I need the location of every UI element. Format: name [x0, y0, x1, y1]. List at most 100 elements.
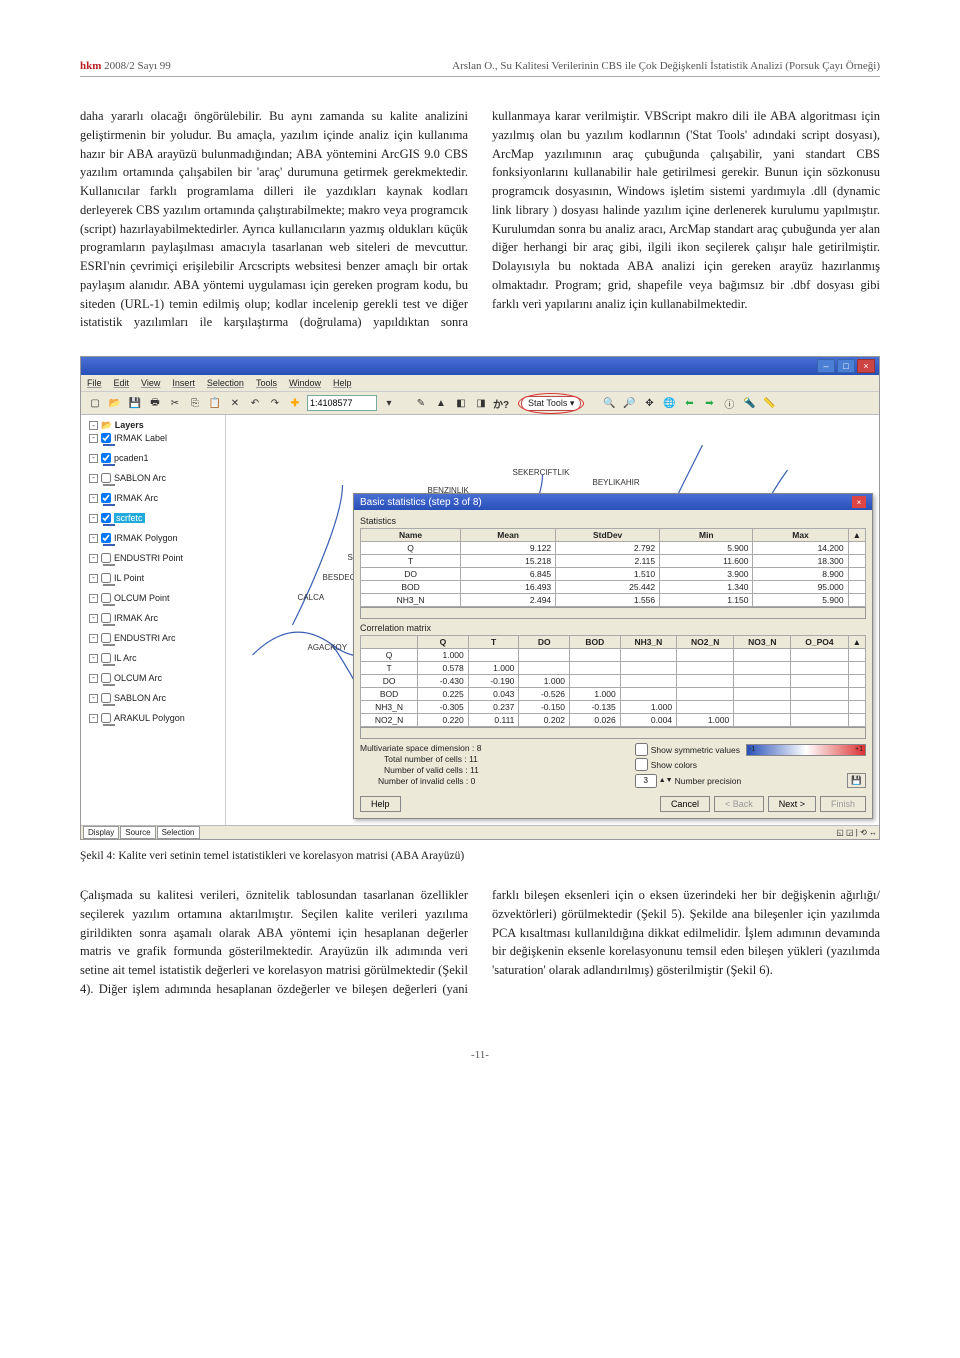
- paragraph: Çalışmada su kalitesi verileri, özniteli…: [80, 886, 880, 999]
- page-header: hkm 2008/2 Sayı 99 Arslan O., Su Kalites…: [80, 60, 880, 72]
- layer-row[interactable]: - IRMAK Arc: [85, 492, 221, 504]
- scrollbar[interactable]: [360, 727, 866, 739]
- new-icon[interactable]: ▢: [87, 395, 103, 411]
- window-titlebar: – □ ×: [81, 357, 879, 375]
- next-button[interactable]: Next >: [768, 796, 816, 812]
- open-icon[interactable]: 📂: [107, 395, 123, 411]
- toc-tab-source[interactable]: Source: [120, 826, 155, 839]
- table-of-contents: - 📂 Layers- IRMAK Label - pcaden1 - SABLON…: [81, 415, 226, 825]
- toc-root[interactable]: - 📂 Layers: [85, 419, 221, 432]
- editor-icon[interactable]: ✎: [413, 395, 429, 411]
- fwd-icon[interactable]: ➡: [701, 395, 717, 411]
- toc-tabs: DisplaySourceSelection ◱ ◲ | ⟲ ↔: [81, 825, 879, 839]
- stats-section-label: Statistics: [360, 516, 866, 526]
- layer-row[interactable]: - scrfetc: [85, 512, 221, 524]
- body-text-lower: Çalışmada su kalitesi verileri, özniteli…: [80, 886, 880, 999]
- layer-row[interactable]: - IRMAK Polygon: [85, 532, 221, 544]
- layer-row[interactable]: - IRMAK Arc: [85, 612, 221, 624]
- article-title-running: Arslan O., Su Kalitesi Verilerinin CBS i…: [452, 60, 880, 72]
- show-colors-checkbox[interactable]: [635, 758, 648, 771]
- map-view[interactable]: SEKERCIFTLIK BEYLIKAHIR BENZINLIK YUNUSE…: [226, 415, 879, 825]
- close-button[interactable]: ×: [857, 359, 875, 373]
- maximize-button[interactable]: □: [837, 359, 855, 373]
- back-icon[interactable]: ⬅: [681, 395, 697, 411]
- help-button[interactable]: Help: [360, 796, 401, 812]
- redo-icon[interactable]: ↷: [267, 395, 283, 411]
- layer-row[interactable]: - SABLON Arc: [85, 472, 221, 484]
- corr-section-label: Correlation matrix: [360, 623, 866, 633]
- zoomin-icon[interactable]: 🔍: [601, 395, 617, 411]
- tool2-icon[interactable]: ◧: [453, 395, 469, 411]
- toc-tab-selection[interactable]: Selection: [157, 826, 200, 839]
- menu-window[interactable]: Window: [289, 378, 321, 388]
- identify-icon[interactable]: ⓘ: [721, 395, 737, 411]
- color-bar: -1+1: [746, 744, 866, 756]
- tool3-icon[interactable]: ◨: [473, 395, 489, 411]
- finish-button[interactable]: Finish: [820, 796, 866, 812]
- menu-selection[interactable]: Selection: [207, 378, 244, 388]
- save-icon[interactable]: 💾: [127, 395, 143, 411]
- layer-row[interactable]: - IRMAK Label: [85, 432, 221, 444]
- menu-tools[interactable]: Tools: [256, 378, 277, 388]
- menu-insert[interactable]: Insert: [172, 378, 195, 388]
- stat-tools-button[interactable]: Stat Tools ▾: [521, 396, 581, 411]
- scrollbar[interactable]: [360, 607, 866, 619]
- add-icon[interactable]: ✚: [287, 395, 303, 411]
- dialog-title: Basic statistics (step 3 of 8): [360, 497, 482, 508]
- layer-row[interactable]: - ARAKUL Polygon: [85, 712, 221, 724]
- layer-row[interactable]: - pcaden1: [85, 452, 221, 464]
- save-icon[interactable]: 💾: [847, 773, 866, 788]
- help-icon[interactable]: か?: [493, 395, 509, 411]
- zoomout-icon[interactable]: 🔎: [621, 395, 637, 411]
- layer-row[interactable]: - SABLON Arc: [85, 692, 221, 704]
- delete-icon[interactable]: ✕: [227, 395, 243, 411]
- full-extent-icon[interactable]: 🌐: [661, 395, 677, 411]
- statistics-table: NameMeanStdDevMinMax▲Q9.1222.7925.90014.…: [360, 528, 866, 607]
- find-icon[interactable]: 🔦: [741, 395, 757, 411]
- layer-row[interactable]: - IL Arc: [85, 652, 221, 664]
- page-number: -11-: [80, 1049, 880, 1061]
- figure-caption: Şekil 4: Kalite veri setinin temel istat…: [80, 850, 880, 862]
- dialog-info-right: Show symmetric values -1+1 Show colors ▲…: [635, 743, 866, 788]
- back-button[interactable]: < Back: [714, 796, 764, 812]
- scale-input[interactable]: [307, 395, 377, 411]
- issue: 2008/2 Sayı 99: [104, 60, 171, 72]
- dropdown-icon[interactable]: ▾: [381, 395, 397, 411]
- menu-bar: File Edit View Insert Selection Tools Window He…: [81, 375, 879, 392]
- journal-abbrev: hkm: [80, 60, 101, 72]
- layer-row[interactable]: - IL Point: [85, 572, 221, 584]
- measure-icon[interactable]: 📏: [761, 395, 777, 411]
- toolbar-main: ▢ 📂 💾 🖶 ✂ ⎘ 📋 ✕ ↶ ↷ ✚ ▾ ✎ ▲ ◧ ◨ か? Stat …: [81, 392, 879, 415]
- basic-statistics-dialog: Basic statistics (step 3 of 8) × Statist…: [353, 493, 873, 819]
- layer-row[interactable]: - ENDUSTRI Point: [85, 552, 221, 564]
- menu-file[interactable]: File: [87, 378, 102, 388]
- main-area: - 📂 Layers- IRMAK Label - pcaden1 - SABLON…: [81, 415, 879, 825]
- header-rule: [80, 76, 880, 77]
- toc-tab-display[interactable]: Display: [83, 826, 119, 839]
- print-icon[interactable]: 🖶: [147, 395, 163, 411]
- undo-icon[interactable]: ↶: [247, 395, 263, 411]
- show-symmetric-checkbox[interactable]: [635, 743, 648, 756]
- minimize-button[interactable]: –: [817, 359, 835, 373]
- menu-view[interactable]: View: [141, 378, 160, 388]
- tool-icon[interactable]: ▲: [433, 395, 449, 411]
- cut-icon[interactable]: ✂: [167, 395, 183, 411]
- copy-icon[interactable]: ⎘: [187, 395, 203, 411]
- cancel-button[interactable]: Cancel: [660, 796, 710, 812]
- city-label: AGACKOY: [308, 643, 348, 652]
- correlation-table: QTDOBODNH3_NNO2_NNO3_NO_PO4▲Q1.000T0.578…: [360, 635, 866, 727]
- figure-arcmap: – □ × File Edit View Insert Selection Tools Wi…: [80, 356, 880, 840]
- paste-icon[interactable]: 📋: [207, 395, 223, 411]
- precision-input[interactable]: [635, 774, 657, 788]
- menu-help[interactable]: Help: [333, 378, 352, 388]
- layer-row[interactable]: - ENDUSTRI Arc: [85, 632, 221, 644]
- pan-icon[interactable]: ✥: [641, 395, 657, 411]
- city-label: CALCA: [298, 593, 325, 602]
- menu-edit[interactable]: Edit: [114, 378, 130, 388]
- layer-row[interactable]: - OLCUM Arc: [85, 672, 221, 684]
- layer-row[interactable]: - OLCUM Point: [85, 592, 221, 604]
- dialog-titlebar: Basic statistics (step 3 of 8) ×: [354, 494, 872, 510]
- body-text-upper: daha yararlı olacağı öngörülebilir. Bu a…: [80, 107, 880, 332]
- dialog-close-button[interactable]: ×: [852, 496, 866, 508]
- city-label: SEKERCIFTLIK: [513, 468, 571, 477]
